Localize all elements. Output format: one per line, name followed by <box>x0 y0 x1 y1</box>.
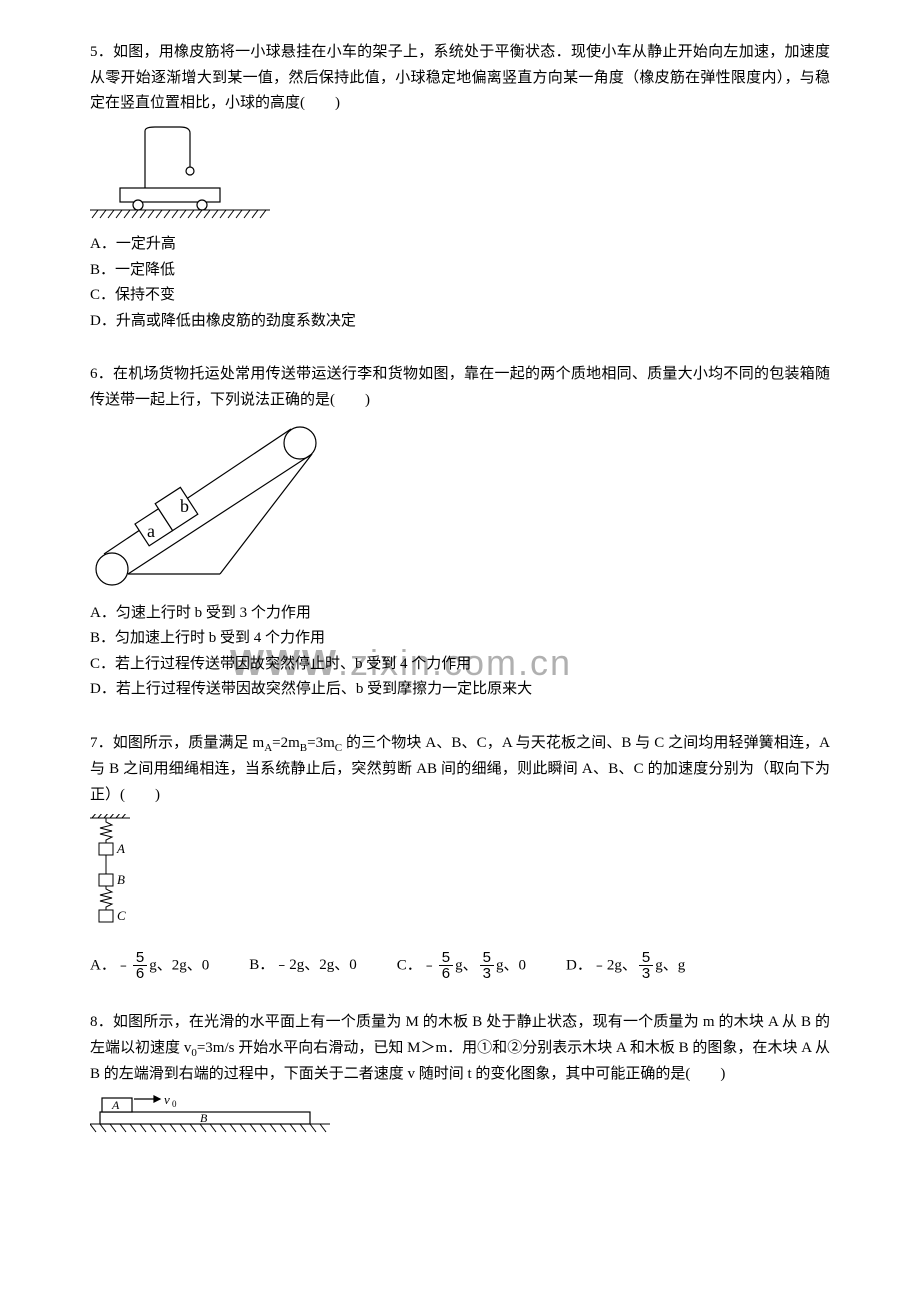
q7-options: A．﹣56g、2g、0 B．﹣2g、2g、0 C．﹣56g、53g、0 D．﹣2… <box>90 950 830 983</box>
q6-diagram: a b <box>90 419 830 599</box>
label-b: b <box>180 496 189 516</box>
q7-stem: 7．如图所示，质量满足 mA=2mB=3mC 的三个物块 A、B、C，A 与天花… <box>90 731 830 809</box>
q5-options: A．一定升高 B．一定降低 C．保持不变 D．升高或降低由橡皮筋的劲度系数决定 <box>90 232 830 334</box>
q7-opt-D: D．﹣2g、53g、g <box>566 950 685 983</box>
q6-opt-D: D．若上行过程传送带因故突然停止后、b 受到摩擦力一定比原来大 <box>90 677 830 703</box>
svg-text:C: C <box>117 908 126 923</box>
question-7: 7．如图所示，质量满足 mA=2mB=3mC 的三个物块 A、B、C，A 与天花… <box>90 731 830 983</box>
q5-opt-B: B．一定降低 <box>90 258 830 284</box>
q5-stem: 5．如图，用橡皮筋将一小球悬挂在小车的架子上，系统处于平衡状态．现使小车从静止开… <box>90 40 830 117</box>
svg-text:0: 0 <box>172 1099 177 1109</box>
q7-opt-C: C．﹣56g、53g、0 <box>397 950 526 983</box>
q8-diagram: A B v 0 <box>90 1094 830 1148</box>
svg-text:B: B <box>200 1111 208 1125</box>
svg-text:B: B <box>117 872 125 887</box>
q8-stem: 8．如图所示，在光滑的水平面上有一个质量为 M 的木板 B 处于静止状态，现有一… <box>90 1010 830 1088</box>
spring-chain-diagram-icon: A B C <box>90 814 138 934</box>
label-a: a <box>147 521 155 541</box>
q5-opt-C: C．保持不变 <box>90 283 830 309</box>
svg-text:A: A <box>111 1098 120 1112</box>
conveyor-diagram-icon: a b <box>90 419 340 589</box>
q7-diagram: A B C <box>90 814 830 944</box>
q5-opt-D: D．升高或降低由橡皮筋的劲度系数决定 <box>90 309 830 335</box>
q6-opt-C: C．若上行过程传送带因故突然停止时、b 受到 4 个力作用 <box>90 652 830 678</box>
question-8: 8．如图所示，在光滑的水平面上有一个质量为 M 的木板 B 处于静止状态，现有一… <box>90 1010 830 1147</box>
q5-opt-A: A．一定升高 <box>90 232 830 258</box>
block-board-diagram-icon: A B v 0 <box>90 1094 340 1138</box>
question-6: 6．在机场货物托运处常用传送带运送行李和货物如图，靠在一起的两个质地相同、质量大… <box>90 362 830 703</box>
svg-text:A: A <box>116 841 125 856</box>
question-5: 5．如图，用橡皮筋将一小球悬挂在小车的架子上，系统处于平衡状态．现使小车从静止开… <box>90 40 830 334</box>
q6-opt-B: B．匀加速上行时 b 受到 4 个力作用 <box>90 626 830 652</box>
cart-diagram-icon <box>90 123 270 221</box>
q7-opt-B: B．﹣2g、2g、0 <box>249 953 357 979</box>
q6-opt-A: A．匀速上行时 b 受到 3 个力作用 <box>90 601 830 627</box>
q5-diagram <box>90 123 830 231</box>
svg-text:v: v <box>164 1094 170 1107</box>
q6-stem: 6．在机场货物托运处常用传送带运送行李和货物如图，靠在一起的两个质地相同、质量大… <box>90 362 830 413</box>
q7-opt-A: A．﹣56g、2g、0 <box>90 950 209 983</box>
q6-options: A．匀速上行时 b 受到 3 个力作用 B．匀加速上行时 b 受到 4 个力作用… <box>90 601 830 703</box>
